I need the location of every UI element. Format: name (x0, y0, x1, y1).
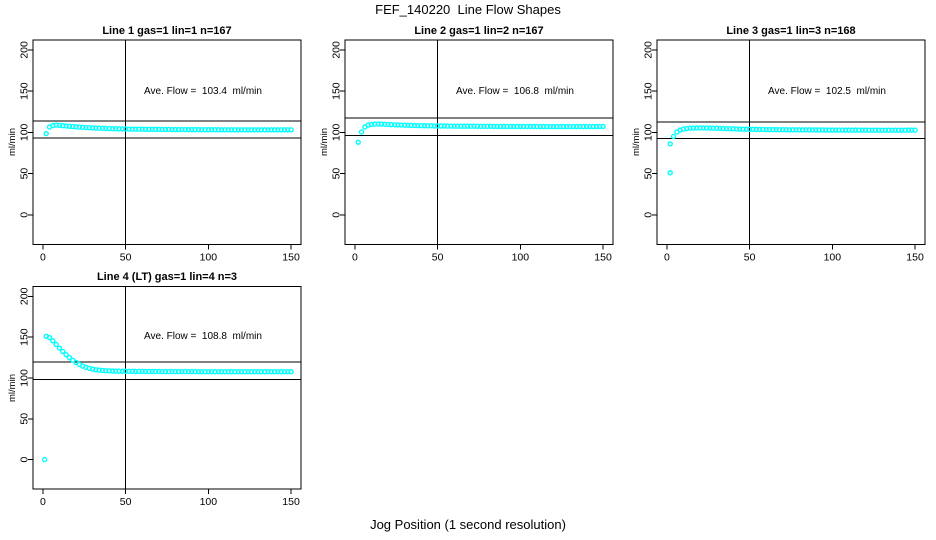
subplot-2-title: Line 2 gas=1 lin=2 n=167 (414, 25, 544, 37)
x-tick-label: 50 (744, 252, 756, 264)
y-tick-label: 0 (331, 212, 343, 218)
plot-frame (344, 39, 614, 245)
data-point (56, 345, 63, 351)
subplot-3-y-axis-label: ml/min (631, 128, 642, 156)
y-tick-label: 150 (19, 82, 31, 100)
data-point (46, 334, 53, 341)
x-axis-label: Jog Position (1 second resolution) (370, 517, 566, 532)
subplot-3-title: Line 3 gas=1 lin=3 n=168 (726, 25, 856, 37)
data-point (667, 170, 673, 176)
data-point (50, 338, 56, 344)
plot-frame (32, 286, 302, 490)
data-point (43, 130, 49, 137)
subplot-1-plot: 0 50 100 150 0 50 100 150 200 (19, 39, 302, 264)
x-tick-label: 50 (120, 252, 132, 264)
data-point (63, 351, 69, 358)
data-point (41, 456, 48, 463)
y-tick-label: 0 (19, 457, 31, 463)
y-tick-label: 200 (19, 287, 31, 305)
x-tick-label: 150 (282, 496, 300, 508)
x-tick-label: 100 (824, 252, 842, 264)
subplot-1-y-axis-label: ml/min (7, 128, 18, 156)
x-tick-label: 0 (664, 252, 670, 264)
plot-frame (656, 39, 926, 245)
subplot-2-annotation: Ave. Flow = 106.8 ml/min (456, 86, 574, 97)
data-point (66, 354, 73, 361)
data-point (600, 123, 606, 130)
x-tick-label: 100 (200, 252, 218, 264)
y-tick-label: 0 (643, 212, 655, 218)
y-tick-label: 100 (19, 369, 31, 387)
y-tick-label: 150 (643, 82, 655, 100)
data-point (355, 139, 361, 145)
data-point (288, 127, 294, 133)
y-tick-label: 50 (331, 168, 343, 180)
y-tick-label: 50 (19, 413, 31, 425)
y-tick-label: 50 (643, 168, 655, 180)
y-tick-label: 100 (643, 123, 655, 141)
x-tick-label: 50 (120, 496, 132, 508)
subplot-4-annotation: Ave. Flow = 108.8 ml/min (144, 331, 262, 342)
subplot-3-plot: 0 50 100 150 0 50 100 150 200 (643, 39, 926, 264)
x-tick-label: 100 (512, 252, 530, 264)
data-point (667, 141, 673, 147)
x-tick-label: 0 (352, 252, 358, 264)
y-tick-label: 150 (19, 328, 31, 346)
main-title: FEF_140220 Line Flow Shapes (375, 2, 561, 17)
x-tick-label: 0 (40, 496, 46, 508)
subplot-4-title: Line 4 (LT) gas=1 lin=4 n=3 (96, 271, 238, 283)
y-tick-label: 150 (331, 82, 343, 100)
y-tick-label: 0 (19, 212, 31, 218)
x-tick-label: 50 (432, 252, 444, 264)
y-tick-label: 100 (19, 123, 31, 141)
subplot-3-annotation: Ave. Flow = 102.5 ml/min (768, 86, 886, 97)
subplot-2-plot: 0 50 100 150 0 50 100 150 200 (331, 39, 614, 264)
data-point (53, 341, 59, 348)
data-point (60, 348, 66, 355)
subplot-1-title: Line 1 gas=1 lin=1 n=167 (102, 25, 232, 37)
data-point (288, 368, 294, 375)
subplot-1-annotation: Ave. Flow = 103.4 ml/min (144, 86, 262, 97)
y-tick-label: 200 (643, 41, 655, 59)
x-tick-label: 150 (594, 252, 612, 264)
y-tick-label: 200 (331, 41, 343, 59)
x-tick-label: 150 (906, 252, 924, 264)
subplot-4-y-axis-label: ml/min (7, 374, 18, 402)
subplot-2-y-axis-label: ml/min (319, 128, 330, 156)
x-tick-label: 0 (40, 252, 46, 264)
plot-frame (32, 39, 302, 245)
x-tick-label: 150 (282, 252, 300, 264)
data-point (670, 133, 677, 140)
data-point (358, 129, 365, 135)
y-tick-label: 200 (19, 41, 31, 59)
y-tick-label: 100 (331, 123, 343, 141)
data-point (912, 127, 918, 133)
subplot-4-plot: 0 50 100 150 0 50 100 150 200 (19, 286, 302, 508)
x-tick-label: 100 (200, 496, 218, 508)
y-tick-label: 50 (19, 168, 31, 180)
